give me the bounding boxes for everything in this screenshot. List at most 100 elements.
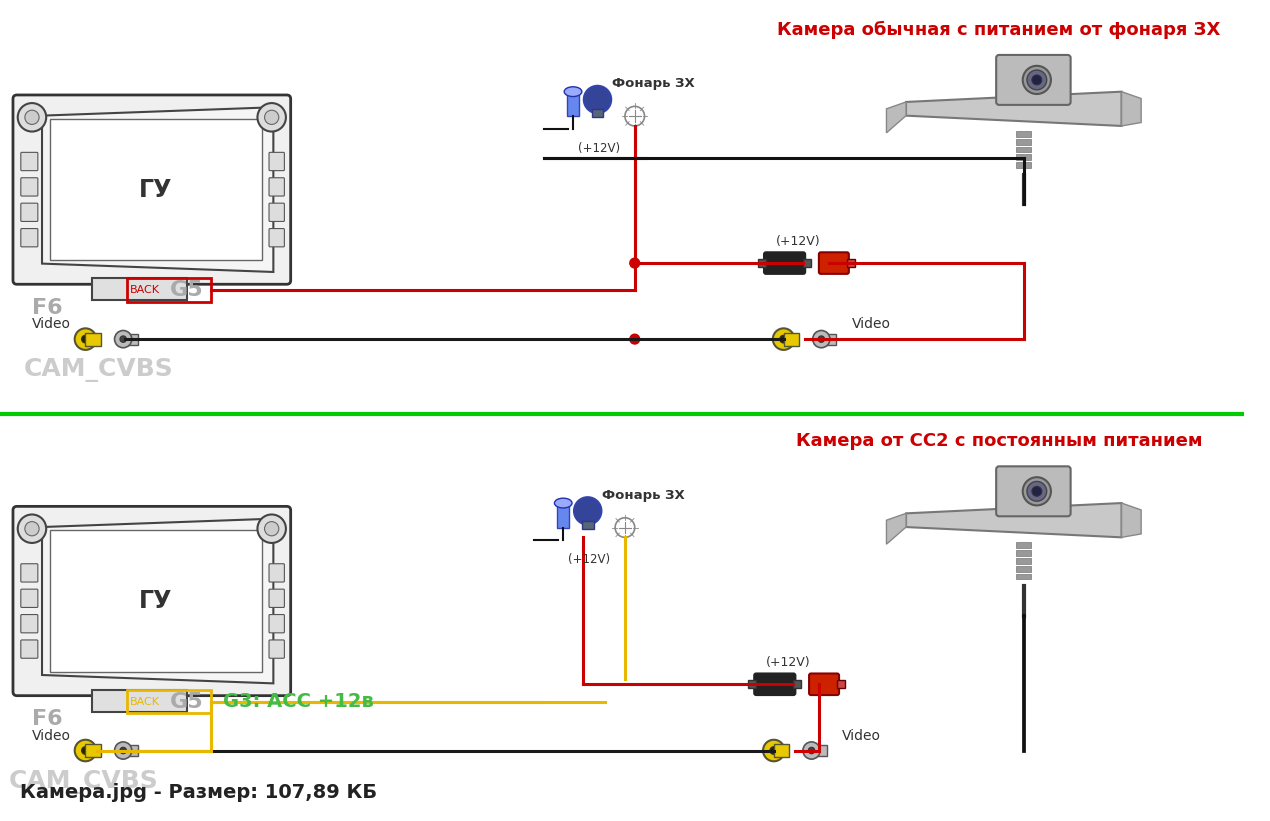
Circle shape: [119, 336, 127, 342]
Circle shape: [584, 85, 611, 113]
Circle shape: [818, 336, 824, 342]
Circle shape: [803, 742, 820, 759]
Circle shape: [258, 103, 286, 131]
Circle shape: [75, 740, 97, 761]
Bar: [1016, 163, 1031, 168]
Circle shape: [763, 740, 785, 761]
Polygon shape: [1121, 503, 1142, 538]
Bar: [568, 92, 579, 116]
Bar: [51, 119, 262, 260]
Polygon shape: [886, 102, 906, 133]
Bar: [794, 681, 801, 688]
FancyBboxPatch shape: [269, 228, 284, 247]
Bar: [773, 744, 789, 757]
Circle shape: [81, 747, 89, 754]
Bar: [808, 745, 827, 756]
Text: Video: Video: [842, 729, 881, 743]
FancyBboxPatch shape: [269, 564, 284, 582]
Bar: [119, 333, 138, 345]
FancyBboxPatch shape: [20, 615, 38, 633]
Bar: [837, 681, 845, 688]
FancyBboxPatch shape: [13, 95, 291, 284]
FancyBboxPatch shape: [20, 640, 38, 658]
Text: (+12V): (+12V): [766, 656, 810, 669]
Text: F6: F6: [32, 298, 62, 318]
Bar: [1016, 146, 1031, 153]
Circle shape: [1027, 481, 1046, 501]
Circle shape: [574, 498, 602, 525]
Bar: [1016, 154, 1031, 160]
FancyBboxPatch shape: [269, 178, 284, 196]
Bar: [1016, 542, 1031, 548]
Text: Video: Video: [852, 318, 892, 332]
Ellipse shape: [555, 498, 572, 508]
Text: Video: Video: [32, 318, 71, 332]
Text: ГУ: ГУ: [140, 177, 173, 202]
Bar: [1016, 131, 1031, 137]
FancyBboxPatch shape: [269, 153, 284, 171]
Circle shape: [808, 747, 815, 754]
Bar: [127, 278, 211, 302]
Text: Video: Video: [32, 729, 71, 743]
Bar: [1016, 566, 1031, 571]
FancyBboxPatch shape: [809, 673, 839, 695]
Circle shape: [773, 328, 795, 350]
Text: ГУ: ГУ: [140, 589, 173, 613]
FancyBboxPatch shape: [20, 153, 38, 171]
Circle shape: [264, 110, 279, 125]
Text: CAM_CVBS: CAM_CVBS: [24, 359, 174, 383]
Text: G3: АСС +12в: G3: АСС +12в: [224, 692, 375, 711]
Bar: [127, 690, 211, 713]
Circle shape: [1027, 70, 1046, 89]
Bar: [558, 503, 569, 528]
FancyBboxPatch shape: [819, 252, 848, 274]
FancyBboxPatch shape: [13, 507, 291, 695]
Text: G5: G5: [169, 280, 203, 300]
Polygon shape: [886, 513, 906, 544]
Text: Камера.jpg - Размер: 107,89 КБ: Камера.jpg - Размер: 107,89 КБ: [19, 782, 377, 801]
Text: (+12V): (+12V): [776, 235, 820, 248]
Circle shape: [1022, 477, 1050, 506]
Bar: [93, 278, 187, 300]
Circle shape: [1033, 486, 1041, 496]
Polygon shape: [1121, 92, 1142, 126]
Circle shape: [780, 335, 787, 343]
Circle shape: [18, 103, 46, 131]
FancyBboxPatch shape: [996, 55, 1071, 105]
Text: Фонарь ЗХ: Фонарь ЗХ: [602, 488, 685, 502]
Bar: [803, 259, 812, 267]
FancyBboxPatch shape: [765, 252, 805, 274]
Polygon shape: [906, 92, 1121, 126]
Circle shape: [625, 107, 644, 126]
Text: (+12V): (+12V): [578, 142, 620, 155]
Bar: [85, 333, 100, 346]
FancyBboxPatch shape: [269, 640, 284, 658]
FancyBboxPatch shape: [20, 564, 38, 582]
Circle shape: [25, 110, 39, 125]
FancyBboxPatch shape: [996, 466, 1071, 516]
Circle shape: [1022, 66, 1050, 94]
Ellipse shape: [564, 87, 582, 97]
Circle shape: [119, 747, 127, 754]
Circle shape: [25, 521, 39, 536]
Bar: [582, 521, 593, 529]
Text: F6: F6: [32, 709, 62, 729]
Text: Камера обычная с питанием от фонаря ЗХ: Камера обычная с питанием от фонаря ЗХ: [777, 21, 1220, 39]
Polygon shape: [42, 108, 273, 272]
Bar: [1016, 558, 1031, 564]
Bar: [758, 259, 766, 267]
Text: Фонарь ЗХ: Фонарь ЗХ: [612, 77, 695, 90]
FancyBboxPatch shape: [269, 615, 284, 633]
Circle shape: [114, 742, 132, 759]
FancyBboxPatch shape: [20, 178, 38, 196]
FancyBboxPatch shape: [20, 203, 38, 222]
Text: BACK: BACK: [131, 285, 160, 295]
Bar: [847, 259, 855, 267]
Circle shape: [18, 515, 46, 543]
Bar: [93, 690, 187, 712]
Circle shape: [813, 331, 831, 348]
FancyBboxPatch shape: [269, 589, 284, 608]
Circle shape: [1033, 75, 1041, 85]
Bar: [1016, 139, 1031, 144]
Bar: [1016, 550, 1031, 556]
